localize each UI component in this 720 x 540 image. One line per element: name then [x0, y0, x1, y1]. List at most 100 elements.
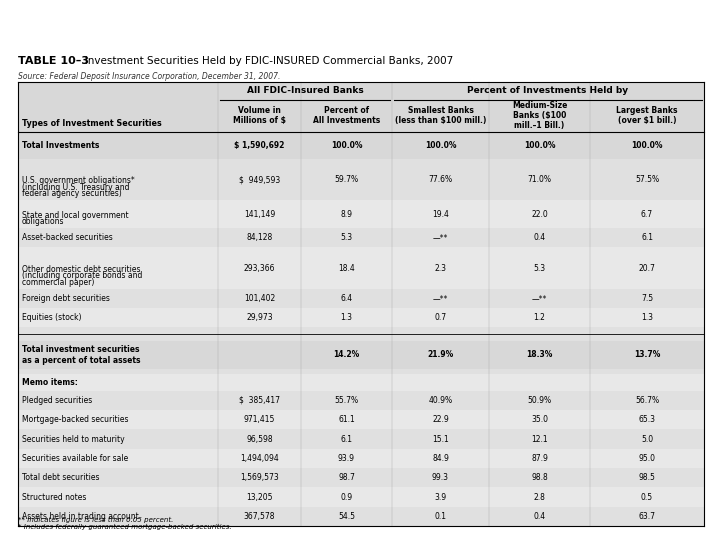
Text: State and local government: State and local government — [22, 211, 129, 220]
Text: 29,973: 29,973 — [246, 313, 273, 322]
Text: 8.9: 8.9 — [341, 210, 353, 219]
Text: Source: Federal Deposit Insurance Corporation, December 31, 2007.: Source: Federal Deposit Insurance Corpor… — [18, 71, 280, 80]
Text: 54.5: 54.5 — [338, 512, 355, 521]
Text: * Includes federally guaranteed mortgage-backed securities.: * Includes federally guaranteed mortgage… — [18, 524, 232, 530]
Text: 1.3: 1.3 — [341, 313, 353, 322]
Text: Percent of
All Investments: Percent of All Investments — [313, 106, 380, 125]
Text: Smallest Banks
(less than $100 mill.): Smallest Banks (less than $100 mill.) — [395, 106, 486, 125]
Text: 19.4: 19.4 — [432, 210, 449, 219]
Text: 35.0: 35.0 — [531, 415, 548, 424]
Text: 1.3: 1.3 — [641, 313, 653, 322]
Text: 5.0: 5.0 — [641, 435, 653, 443]
Text: 18.4: 18.4 — [338, 264, 355, 273]
Text: 13,205: 13,205 — [246, 492, 273, 502]
Text: 84.9: 84.9 — [432, 454, 449, 463]
Text: 0.1: 0.1 — [434, 512, 446, 521]
Text: Equities (stock): Equities (stock) — [22, 313, 81, 322]
Text: 6.7: 6.7 — [641, 210, 653, 219]
Text: Medium-Size
Banks ($100
mill.–1 Bill.): Medium-Size Banks ($100 mill.–1 Bill.) — [512, 100, 567, 131]
Text: 10-11: 10-11 — [670, 10, 706, 23]
Text: Foreign debt securities: Foreign debt securities — [22, 294, 110, 303]
Text: 6.1: 6.1 — [341, 435, 353, 443]
Text: (including U.S. Treasury and: (including U.S. Treasury and — [22, 183, 130, 192]
Bar — [18, 200, 704, 228]
Bar — [18, 228, 704, 247]
Text: 98.8: 98.8 — [531, 473, 548, 482]
Text: Other domestic debt securities: Other domestic debt securities — [22, 265, 140, 274]
Text: 0.4: 0.4 — [534, 233, 546, 242]
Text: Asset-backed securities: Asset-backed securities — [22, 233, 113, 242]
Bar — [18, 289, 704, 308]
Text: 6.4: 6.4 — [341, 294, 353, 303]
Text: Largest Banks
(over $1 bill.): Largest Banks (over $1 bill.) — [616, 106, 678, 125]
Text: Securities available for sale: Securities available for sale — [22, 454, 128, 463]
Bar — [18, 507, 704, 526]
Text: 1,569,573: 1,569,573 — [240, 473, 279, 482]
Bar — [18, 374, 704, 391]
Text: 61.1: 61.1 — [338, 415, 355, 424]
Text: Memo items:: Memo items: — [22, 378, 78, 387]
Text: 59.7%: 59.7% — [334, 176, 359, 184]
Text: 93.9: 93.9 — [338, 454, 355, 463]
Text: 21.9%: 21.9% — [428, 350, 454, 360]
Text: obligations: obligations — [22, 217, 65, 226]
Bar — [18, 468, 704, 488]
Text: 22.0: 22.0 — [531, 210, 548, 219]
Text: 6.1: 6.1 — [641, 233, 653, 242]
Text: 20.7: 20.7 — [639, 264, 655, 273]
Text: 971,415: 971,415 — [244, 415, 275, 424]
Text: $  949,593: $ 949,593 — [239, 176, 280, 184]
Bar — [18, 391, 704, 410]
Text: 0.4: 0.4 — [534, 512, 546, 521]
Text: Total debt securities: Total debt securities — [22, 473, 99, 482]
Text: $  385,417: $ 385,417 — [239, 396, 280, 405]
Bar — [18, 247, 704, 289]
Text: 101,402: 101,402 — [244, 294, 275, 303]
Text: 0.7: 0.7 — [434, 313, 446, 322]
Text: 15.1: 15.1 — [432, 435, 449, 443]
Bar — [18, 488, 704, 507]
Text: 77.6%: 77.6% — [428, 176, 453, 184]
Text: 50.9%: 50.9% — [528, 396, 552, 405]
Text: (including corporate bonds and: (including corporate bonds and — [22, 271, 143, 280]
Text: 100.0%: 100.0% — [330, 141, 362, 150]
Text: 14.2%: 14.2% — [333, 350, 359, 360]
Bar — [18, 99, 704, 132]
Bar — [18, 308, 704, 327]
Text: Securities held to maturity: Securities held to maturity — [22, 435, 125, 443]
Text: 18.3%: 18.3% — [526, 350, 553, 360]
Bar — [18, 159, 704, 200]
Bar — [18, 410, 704, 429]
Text: 1.2: 1.2 — [534, 313, 546, 322]
Text: 5.3: 5.3 — [534, 264, 546, 273]
Text: 40.9%: 40.9% — [428, 396, 453, 405]
Text: 96,598: 96,598 — [246, 435, 273, 443]
Text: Assets held in trading account: Assets held in trading account — [22, 512, 139, 521]
Text: Total Investments: Total Investments — [22, 141, 99, 150]
Text: 2.3: 2.3 — [434, 264, 446, 273]
Text: 87.9: 87.9 — [531, 454, 548, 463]
Text: Mortgage-backed securities: Mortgage-backed securities — [22, 415, 128, 424]
Text: —**: —** — [433, 294, 448, 303]
Text: 63.7: 63.7 — [639, 512, 655, 521]
Text: 98.7: 98.7 — [338, 473, 355, 482]
Text: 71.0%: 71.0% — [528, 176, 552, 184]
Text: All FDIC-Insured Banks: All FDIC-Insured Banks — [247, 86, 364, 95]
Text: 95.0: 95.0 — [639, 454, 655, 463]
Text: Total investment securities
as a percent of total assets: Total investment securities as a percent… — [22, 345, 140, 364]
Bar — [18, 449, 704, 468]
Text: commercial paper): commercial paper) — [22, 278, 94, 287]
Text: Percent of Investments Held by: Percent of Investments Held by — [467, 86, 629, 95]
Text: 99.3: 99.3 — [432, 473, 449, 482]
Text: 141,149: 141,149 — [244, 210, 275, 219]
Text: 5.3: 5.3 — [341, 233, 353, 242]
Text: Volume in
Millions of $: Volume in Millions of $ — [233, 106, 286, 125]
Text: 367,578: 367,578 — [244, 512, 275, 521]
Text: 12.1: 12.1 — [531, 435, 548, 443]
Text: 98.5: 98.5 — [639, 473, 655, 482]
Text: 1,494,094: 1,494,094 — [240, 454, 279, 463]
Text: TABLE 10–3: TABLE 10–3 — [18, 56, 89, 65]
Text: 57.5%: 57.5% — [635, 176, 659, 184]
Text: 13.7%: 13.7% — [634, 350, 660, 360]
Text: 100.0%: 100.0% — [523, 141, 555, 150]
